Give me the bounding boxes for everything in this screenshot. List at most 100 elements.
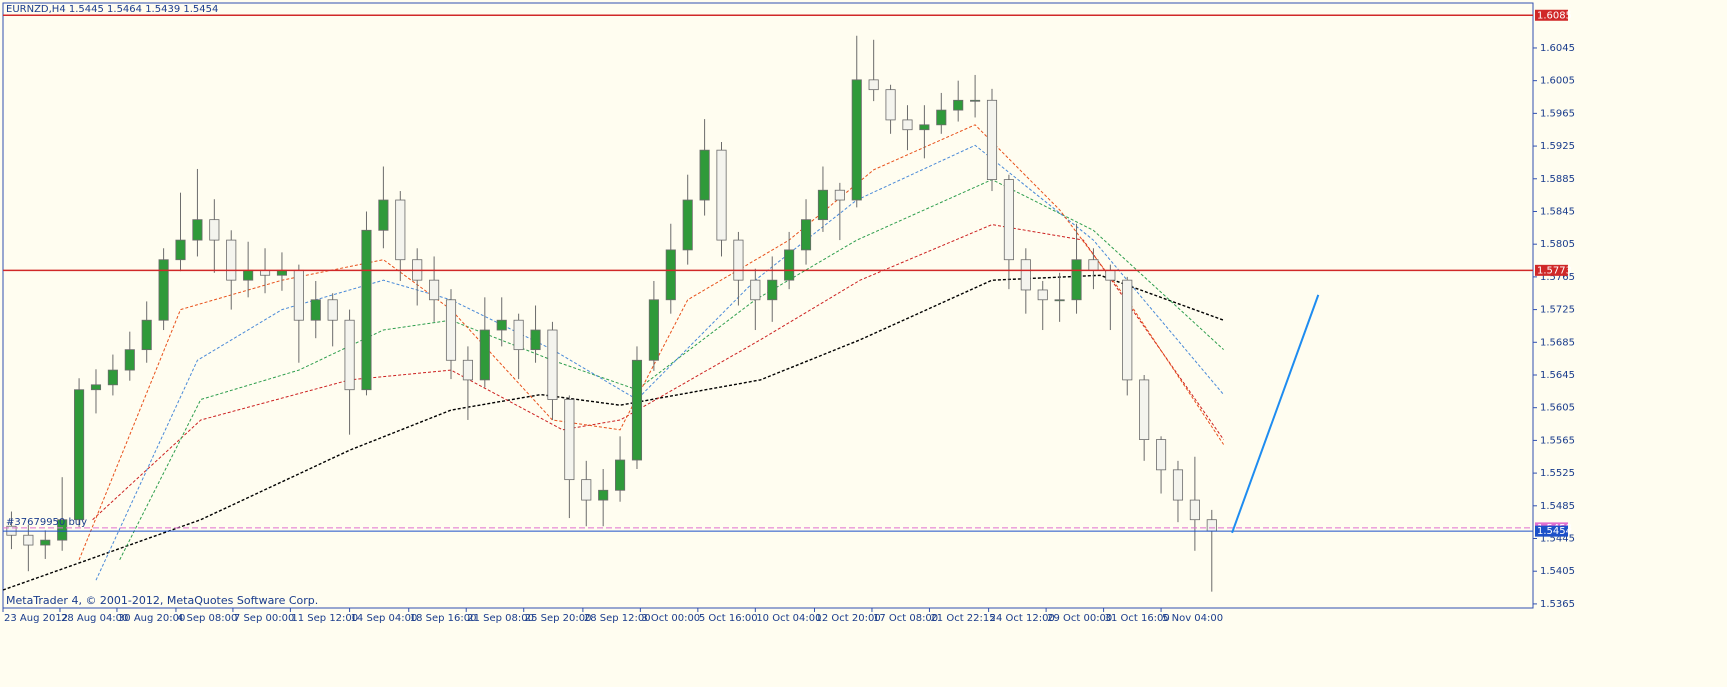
candle-body [107, 369, 118, 386]
x-tick-label: 28 Sep 12:00 [584, 613, 651, 624]
y-tick-label: 1.5485 [1540, 501, 1575, 512]
candle-body [919, 124, 930, 131]
plot-area [2, 14, 1533, 592]
x-tick-label: 7 Sep 00:00 [234, 613, 294, 624]
candle-body [851, 79, 862, 201]
candle-body [1020, 259, 1031, 291]
candle-body [936, 109, 947, 126]
x-tick-label: 28 Aug 04:00 [61, 613, 128, 624]
level-label: 1.5454 [1537, 526, 1572, 537]
candle-body [226, 239, 237, 281]
candle-body [158, 259, 169, 321]
candle-body [445, 299, 457, 361]
x-tick-label: 21 Oct 22:15 [930, 613, 995, 624]
y-tick-label: 1.6045 [1540, 43, 1575, 54]
candle-body [1189, 499, 1200, 521]
candle-body [1105, 269, 1116, 281]
candle-body [1122, 279, 1133, 381]
level-label-box [1535, 525, 1568, 537]
candle-body [395, 199, 406, 261]
x-tick-label: 4 Sep 08:00 [177, 613, 237, 624]
x-tick-label: 5 Nov 04:00 [1162, 613, 1223, 624]
candle-body [23, 534, 34, 546]
candle-body [615, 459, 626, 491]
candle-body [429, 279, 440, 301]
candle-body [327, 299, 338, 321]
y-tick-label: 1.6005 [1540, 76, 1575, 87]
y-tick-label: 1.5445 [1540, 534, 1575, 545]
x-tick-label: 21 Sep 08:00 [467, 613, 534, 624]
y-tick-label: 1.5805 [1540, 239, 1575, 250]
x-tick-label: 30 Aug 20:00 [118, 613, 185, 624]
candle-body [1172, 469, 1184, 501]
candle-body [243, 269, 254, 281]
candle-body [141, 319, 152, 351]
order-label: #37679950 buy [6, 517, 87, 528]
candle-body [885, 89, 896, 121]
footer: MetaTrader 4, © 2001-2012, MetaQuotes So… [6, 594, 318, 607]
candle-body [733, 239, 744, 281]
x-tick-label: 25 Sep 20:00 [525, 613, 592, 624]
candle-body [530, 329, 541, 351]
level-label-box [1535, 264, 1568, 276]
candle-body [631, 359, 643, 461]
candle-body [1054, 299, 1065, 302]
y-tick-label: 1.5845 [1540, 206, 1575, 217]
candle-body [598, 489, 609, 501]
candle-body [767, 279, 778, 301]
candle-body [834, 189, 845, 201]
candle-body [902, 119, 913, 131]
candle-body [564, 399, 575, 481]
candle-body [1139, 379, 1150, 440]
candle-body [750, 279, 761, 301]
y-tick-label: 1.5605 [1540, 403, 1575, 414]
candle-body [699, 149, 710, 201]
y-tick-label: 1.5965 [1540, 108, 1575, 119]
y-tick-label: 1.5525 [1540, 468, 1575, 479]
candle-body [90, 384, 102, 391]
x-tick-label: 29 Oct 00:00 [1047, 613, 1112, 624]
y-tick-label: 1.5405 [1540, 566, 1575, 577]
candle-body [800, 219, 812, 251]
x-tick-label: 23 Aug 2012 [4, 613, 68, 624]
y-tick-label: 1.5925 [1540, 141, 1575, 152]
candle-body [513, 319, 524, 351]
candle-body [970, 99, 981, 102]
candle-body [1003, 179, 1014, 261]
x-tick-label: 10 Oct 04:00 [756, 613, 821, 624]
candle-body [293, 269, 304, 321]
x-tick-label: 11 Sep 12:00 [291, 613, 358, 624]
candle-body [479, 329, 490, 381]
candle-body [74, 389, 85, 521]
candle-body [209, 219, 220, 241]
candle-body [665, 249, 676, 301]
candle-body [124, 349, 135, 371]
y-tick-label: 1.5645 [1540, 370, 1575, 381]
x-tick-label: 12 Oct 20:00 [815, 613, 880, 624]
candle-body [175, 239, 186, 261]
candle-body [817, 189, 828, 221]
y-tick-label: 1.5765 [1540, 272, 1575, 283]
candle-body [716, 149, 727, 241]
candle-body [378, 199, 389, 231]
x-tick-label: 18 Sep 16:00 [410, 613, 477, 624]
candle-body [40, 539, 51, 546]
chart-title: EURNZD,H4 1.5445 1.5464 1.5439 1.5454 [6, 4, 218, 15]
candle-body [1037, 289, 1048, 301]
candle-body [1088, 259, 1099, 271]
candle-body [462, 359, 473, 381]
x-tick-label: 5 Oct 16:00 [699, 613, 758, 624]
candle-body [361, 229, 372, 391]
x-tick-label: 31 Oct 16:00 [1105, 613, 1170, 624]
candle-body [192, 219, 203, 241]
candle-body [1071, 259, 1082, 301]
candle-body [344, 319, 355, 391]
x-tick-label: 3 Oct 00:00 [641, 613, 700, 624]
candle-body [547, 329, 558, 400]
candle-body [496, 319, 507, 331]
y-tick-label: 1.5565 [1540, 435, 1575, 446]
y-tick-label: 1.5725 [1540, 305, 1575, 316]
candle-body [1206, 519, 1217, 532]
